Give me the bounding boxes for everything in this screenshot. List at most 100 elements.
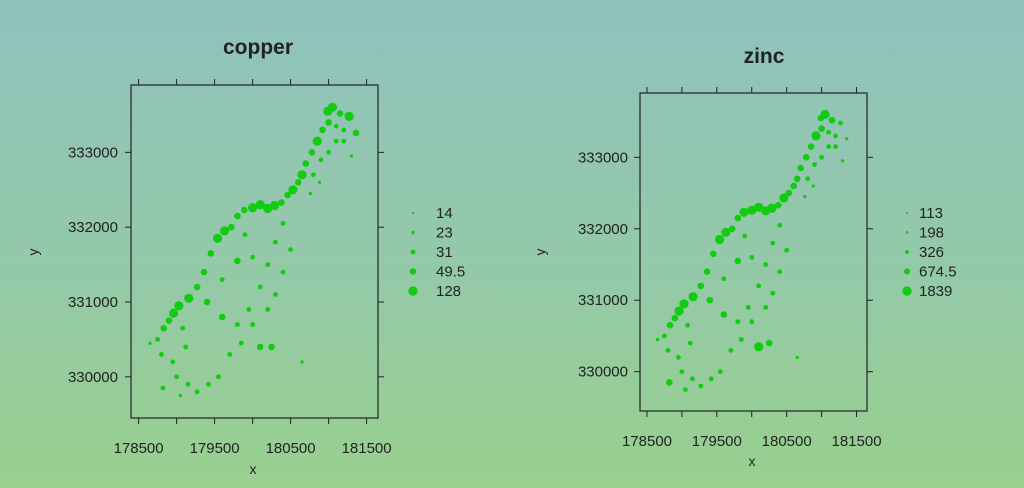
data-point	[749, 255, 755, 260]
data-point	[238, 340, 244, 346]
y-tick-label: 333000	[578, 149, 628, 166]
data-point	[219, 277, 225, 282]
data-point	[688, 292, 698, 302]
legend-label: 128	[436, 283, 461, 300]
data-point	[213, 233, 223, 243]
data-point	[734, 214, 742, 222]
x-tick-label: 178500	[622, 433, 672, 450]
data-point	[255, 200, 265, 210]
data-point	[838, 120, 843, 126]
scatter-points	[148, 102, 360, 398]
data-point	[333, 123, 339, 129]
data-point	[807, 143, 815, 150]
legend-label: 14	[436, 205, 453, 222]
data-point	[763, 262, 769, 267]
y-tick-label: 330000	[68, 369, 118, 386]
data-point	[845, 137, 849, 141]
x-tick-label: 181500	[342, 440, 392, 457]
data-point	[273, 292, 278, 297]
data-point	[720, 311, 728, 318]
legend-label: 674.5	[919, 264, 957, 281]
y-axis-label: y	[532, 249, 548, 256]
data-point	[155, 337, 161, 342]
data-point	[775, 201, 782, 209]
data-point	[803, 194, 807, 199]
data-point	[763, 305, 769, 310]
data-point	[685, 322, 690, 328]
data-point	[795, 355, 799, 360]
data-point	[319, 126, 326, 134]
data-point	[666, 321, 674, 329]
y-tick-label: 331000	[578, 292, 628, 309]
x-tick-label: 178500	[114, 440, 164, 457]
data-point	[734, 257, 742, 265]
data-point	[756, 283, 762, 289]
data-point	[325, 119, 332, 126]
legend-label: 23	[436, 225, 453, 242]
legend-marker	[905, 250, 909, 254]
data-point	[242, 232, 248, 238]
data-point	[194, 389, 200, 395]
zinc-panel: zinc x y 178500 179500 180500 181500 330000 3…	[532, 45, 957, 469]
size-legend: 14 23 31 49.5 128	[408, 205, 465, 300]
data-point	[840, 159, 845, 163]
legend-label: 326	[919, 244, 944, 261]
data-point	[710, 250, 717, 258]
x-tick-label: 179500	[190, 440, 240, 457]
legend-marker	[409, 268, 417, 275]
y-tick-label: 332000	[68, 219, 118, 236]
data-point	[240, 206, 248, 214]
copper-panel: copper x y 178500 179500 180500 181500 33000…	[25, 36, 465, 477]
data-point	[318, 157, 324, 163]
data-point	[655, 337, 660, 342]
data-point	[721, 276, 727, 282]
data-point	[826, 129, 831, 135]
data-point	[674, 306, 684, 316]
x-tick-label: 181500	[831, 433, 881, 450]
data-point	[341, 138, 347, 144]
x-axis-label: x	[749, 453, 756, 469]
data-point	[174, 301, 184, 311]
data-point	[227, 352, 233, 357]
data-point	[302, 160, 310, 167]
data-point	[728, 225, 736, 233]
data-point	[219, 226, 230, 236]
panel-title: zinc	[744, 45, 785, 68]
data-point	[265, 307, 271, 312]
y-tick-label: 330000	[578, 364, 628, 381]
data-point	[280, 221, 286, 226]
data-point	[294, 179, 302, 186]
data-point	[802, 154, 810, 161]
legend-marker	[411, 211, 415, 215]
data-point	[745, 305, 751, 310]
data-point	[257, 284, 263, 290]
data-point	[690, 376, 695, 382]
data-point	[193, 283, 201, 291]
data-point	[687, 340, 693, 346]
data-point	[265, 262, 271, 267]
data-point	[148, 341, 152, 345]
data-point	[341, 127, 347, 133]
axis-ticks: 178500 179500 180500 181500 330000 331000 3320…	[578, 87, 882, 450]
data-point	[818, 125, 825, 132]
data-point	[336, 110, 344, 117]
data-point	[308, 149, 316, 156]
size-legend: 113 198 326 674.5 1839	[902, 205, 957, 300]
data-point	[326, 149, 331, 155]
legend-marker	[905, 231, 909, 234]
data-point	[216, 374, 221, 380]
plot-frame	[130, 84, 379, 419]
legend-marker	[902, 286, 912, 296]
panel-title: copper	[223, 36, 293, 59]
data-point	[284, 191, 291, 199]
x-tick-label: 180500	[762, 433, 812, 450]
x-tick-label: 179500	[692, 433, 742, 450]
data-point	[833, 144, 838, 150]
data-point	[170, 359, 176, 365]
y-tick-label: 331000	[68, 294, 118, 311]
data-point	[288, 185, 298, 195]
data-point	[683, 387, 688, 392]
y-tick-label: 333000	[68, 144, 118, 161]
data-point	[777, 222, 783, 228]
